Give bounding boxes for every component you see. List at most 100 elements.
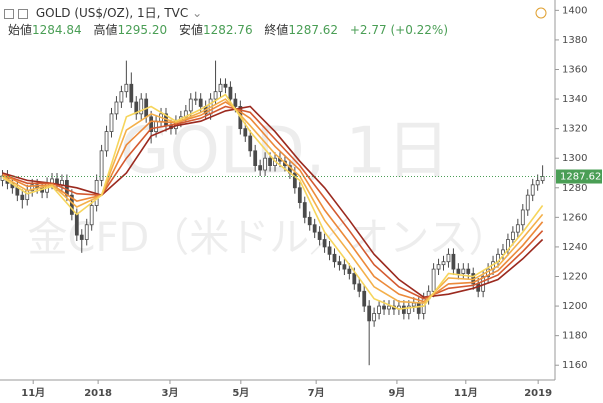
candle-body xyxy=(134,101,139,115)
candle-body xyxy=(233,98,238,107)
candle-body xyxy=(332,253,337,263)
candle-body xyxy=(124,83,129,93)
candle-body xyxy=(411,302,416,307)
y-tick-label: 1300 xyxy=(562,153,587,164)
candle-body xyxy=(20,194,25,201)
collapse-icon[interactable] xyxy=(18,8,28,19)
candle-body xyxy=(268,157,272,167)
x-tick-label: 11月 xyxy=(21,387,45,399)
last-price-label: 1287.62 xyxy=(560,172,601,183)
candle-body xyxy=(74,213,79,236)
symbol: GOLD (US$/OZ), 1日, TVC xyxy=(35,6,189,20)
candle-body xyxy=(119,91,124,103)
moving-average xyxy=(2,105,544,299)
y-tick-label: 1160 xyxy=(562,360,587,371)
y-tick-label: 1180 xyxy=(562,331,587,342)
candle-body xyxy=(193,98,198,101)
candle-body xyxy=(253,150,258,167)
candle-body xyxy=(451,253,456,270)
candle-body xyxy=(362,290,367,307)
candle-body xyxy=(510,231,515,240)
candle-body xyxy=(89,205,94,226)
candle-body xyxy=(501,249,505,255)
moving-average xyxy=(2,101,544,303)
candle-body xyxy=(104,131,109,152)
header: GOLD (US$/OZ), 1日, TVC ⌄ 始値1284.84 高値129… xyxy=(4,5,448,39)
candle-body xyxy=(312,224,317,233)
x-tick-label: 2018 xyxy=(84,388,112,399)
candle-body xyxy=(347,268,352,274)
candle-body xyxy=(401,305,406,314)
y-tick-label: 1220 xyxy=(562,271,587,282)
candle-body xyxy=(213,91,218,100)
candle-body xyxy=(228,86,233,100)
dropdown[interactable]: ⌄ xyxy=(192,6,203,20)
candle-body xyxy=(377,305,381,314)
candle-body xyxy=(342,264,347,270)
candle-body xyxy=(387,305,391,310)
x-tick-label: 7月 xyxy=(308,387,325,399)
candle-body xyxy=(243,128,248,137)
y-tick-label: 1240 xyxy=(562,242,587,253)
candle-body xyxy=(416,302,421,314)
candle-body xyxy=(372,313,377,322)
candle-body xyxy=(515,224,520,233)
candle-body xyxy=(446,253,451,263)
y-tick-label: 1320 xyxy=(562,124,587,135)
candle-body xyxy=(525,194,530,211)
candle-body xyxy=(302,202,307,218)
candle-body xyxy=(382,305,386,310)
ohlc-row: 始値1284.84 高値1295.20 安値1282.76 終値1287.62 … xyxy=(4,22,448,39)
candle-body xyxy=(530,184,535,196)
candle-body xyxy=(431,268,436,292)
x-tick-label: 2019 xyxy=(524,388,552,399)
candle-body xyxy=(327,246,332,255)
watermark: 金CFD（米ドル／オンス） xyxy=(28,215,509,261)
candle-body xyxy=(109,113,114,132)
candle-body xyxy=(441,261,446,266)
candle-body xyxy=(263,157,267,171)
candle-body xyxy=(218,83,223,93)
candle-body xyxy=(535,180,540,186)
y-tick-label: 1260 xyxy=(562,212,587,223)
candle-body xyxy=(188,98,193,112)
candle-body xyxy=(367,305,372,322)
candle-body xyxy=(292,172,297,189)
candle-body xyxy=(337,261,342,266)
candle-body xyxy=(520,209,525,226)
candle-body xyxy=(322,239,327,248)
candle-body xyxy=(297,187,302,203)
candle-body xyxy=(223,83,228,88)
y-tick-label: 1400 xyxy=(562,5,587,16)
close-label: 終値 xyxy=(264,23,289,37)
candle-body xyxy=(406,305,411,314)
candle-body xyxy=(79,234,84,240)
clock-icon[interactable] xyxy=(535,7,547,19)
x-tick-label: 9月 xyxy=(388,387,405,399)
moving-average xyxy=(2,93,544,310)
y-tick-label: 1280 xyxy=(562,183,587,194)
moving-average xyxy=(2,98,544,304)
change-value: +2.77 (+0.22%) xyxy=(349,23,449,37)
symbol-row: GOLD (US$/OZ), 1日, TVC ⌄ xyxy=(4,5,448,22)
expand-icon[interactable] xyxy=(4,8,14,19)
candle-body xyxy=(258,165,263,171)
candle-body xyxy=(436,264,441,270)
last-price-box xyxy=(556,169,602,184)
candle-body xyxy=(99,150,104,181)
y-tick-label: 1380 xyxy=(562,35,587,46)
high-value: 1295.20 xyxy=(117,23,168,37)
candle-body xyxy=(84,224,89,240)
x-tick-label: 3月 xyxy=(161,387,178,399)
candle-body xyxy=(129,83,134,103)
candle-body xyxy=(198,98,203,107)
candle-body xyxy=(466,268,471,274)
close-value: 1287.62 xyxy=(288,23,339,37)
candle-body xyxy=(540,176,545,182)
candle-body xyxy=(248,135,253,152)
candle-body xyxy=(139,98,144,115)
y-tick-label: 1340 xyxy=(562,94,587,105)
candle-body xyxy=(352,273,357,285)
x-tick-label: 5月 xyxy=(232,387,249,399)
